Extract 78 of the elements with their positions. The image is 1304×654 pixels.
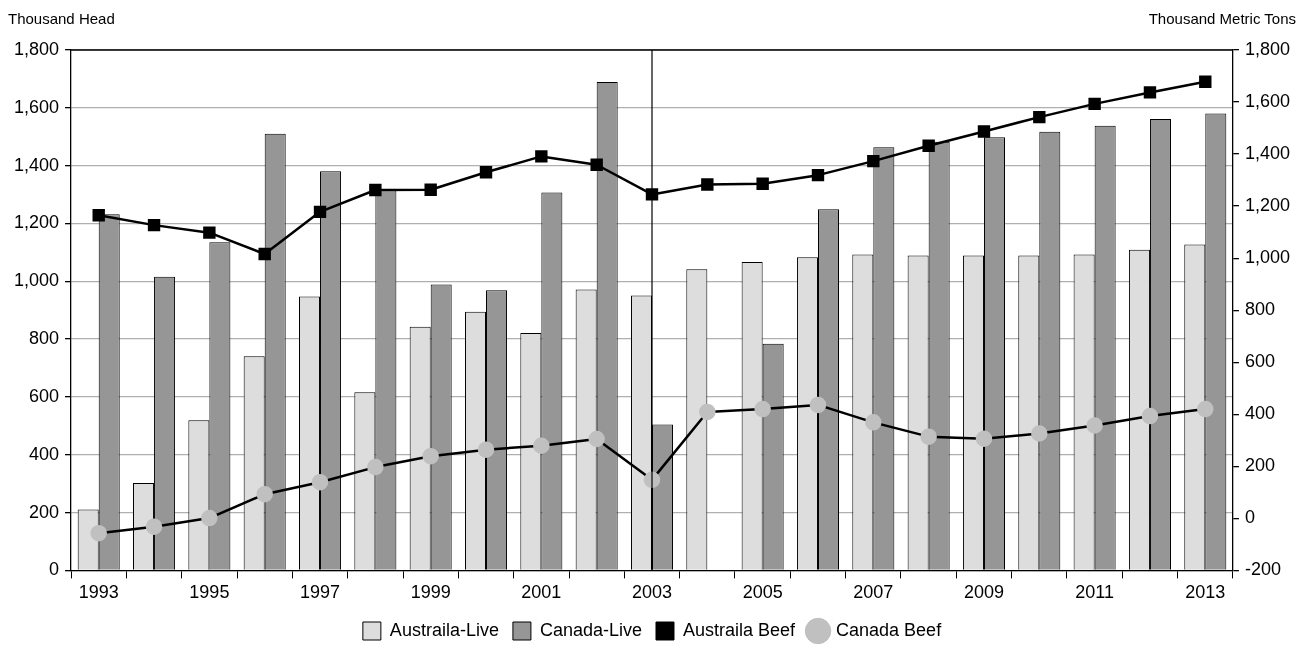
point bbox=[809, 396, 827, 414]
point bbox=[424, 183, 437, 196]
point bbox=[1031, 425, 1048, 442]
point bbox=[1033, 110, 1046, 124]
point bbox=[313, 205, 327, 219]
point bbox=[811, 168, 825, 182]
x-tick-label: 2001 bbox=[521, 582, 562, 603]
point bbox=[922, 139, 935, 152]
point bbox=[588, 430, 605, 448]
point bbox=[203, 226, 216, 239]
y2-tick-label: 1,600 bbox=[1244, 91, 1290, 112]
point bbox=[147, 218, 161, 232]
y2-tick-label: 1,400 bbox=[1244, 143, 1290, 164]
point bbox=[867, 154, 880, 168]
point bbox=[535, 150, 548, 163]
x-tick-label: 1999 bbox=[410, 582, 451, 603]
point bbox=[1199, 75, 1212, 88]
point bbox=[1088, 97, 1101, 111]
x-tick-label: 2005 bbox=[742, 582, 783, 603]
y2-tick-label: 400 bbox=[1244, 403, 1275, 424]
y-tick-label: 0 bbox=[49, 559, 60, 580]
y-tick-label: 400 bbox=[29, 443, 60, 464]
y2-tick-label: 1,800 bbox=[1244, 38, 1290, 59]
y-tick-label: 1,400 bbox=[14, 154, 60, 175]
y2-tick-label: 1,200 bbox=[1244, 195, 1290, 216]
y2-tick-label: 1,000 bbox=[1244, 247, 1290, 268]
x-tick-label: 2013 bbox=[1185, 582, 1226, 603]
point bbox=[477, 441, 495, 458]
y-tick-label: 1,200 bbox=[14, 212, 60, 233]
x-tick-label: 2011 bbox=[1075, 582, 1114, 603]
y2-tick-label: 0 bbox=[1244, 507, 1255, 528]
point bbox=[977, 125, 991, 138]
x-tick-label: 2003 bbox=[631, 582, 673, 603]
y-tick-label: 1,000 bbox=[14, 270, 60, 291]
point bbox=[367, 458, 384, 476]
x-tick-label: 1995 bbox=[189, 582, 230, 603]
x-tick-label: 1997 bbox=[300, 582, 341, 603]
y-tick-label: 600 bbox=[29, 385, 60, 406]
y2-tick-label: -200 bbox=[1244, 559, 1281, 580]
point bbox=[533, 437, 550, 455]
point bbox=[92, 209, 105, 222]
x-tick-label: 2007 bbox=[853, 582, 894, 603]
point bbox=[201, 509, 218, 527]
point bbox=[1086, 417, 1103, 434]
point bbox=[701, 178, 714, 191]
point bbox=[865, 414, 882, 431]
point bbox=[754, 400, 771, 418]
point bbox=[1197, 400, 1214, 418]
point bbox=[369, 183, 382, 197]
point bbox=[920, 428, 937, 445]
x-tick-label: 2009 bbox=[963, 582, 1004, 603]
y-tick-label: 1,600 bbox=[14, 96, 60, 117]
x-tick-label: 1993 bbox=[78, 582, 119, 603]
point bbox=[975, 430, 993, 447]
point bbox=[479, 166, 493, 179]
legend-label: Canada Beef bbox=[836, 619, 943, 640]
point bbox=[756, 177, 769, 190]
y-tick-label: 800 bbox=[29, 328, 60, 349]
y2-tick-label: 800 bbox=[1244, 299, 1275, 320]
y-tick-label: 1,800 bbox=[14, 38, 60, 59]
point bbox=[590, 158, 603, 171]
y2-tick-label: 200 bbox=[1244, 455, 1275, 476]
point bbox=[311, 473, 329, 491]
y2-tick-label: 600 bbox=[1244, 351, 1275, 372]
y-tick-label: 200 bbox=[29, 501, 60, 522]
point bbox=[699, 403, 716, 421]
legend-label: Austraila-Live bbox=[389, 619, 499, 640]
point bbox=[256, 485, 273, 503]
point bbox=[422, 447, 439, 465]
point bbox=[1143, 86, 1157, 99]
y-axis-title: Thousand Head bbox=[8, 10, 115, 28]
point bbox=[258, 247, 271, 261]
point bbox=[1141, 407, 1159, 425]
legend-label: Canada-Live bbox=[539, 619, 642, 640]
point bbox=[90, 524, 107, 542]
legend-label: Austraila Beef bbox=[682, 619, 797, 640]
y2-axis-title: Thousand Metric Tons bbox=[1148, 10, 1296, 28]
point bbox=[145, 518, 163, 535]
